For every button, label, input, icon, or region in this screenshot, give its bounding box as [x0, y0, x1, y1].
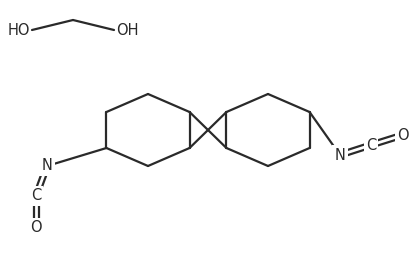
- Text: C: C: [366, 138, 376, 153]
- Text: C: C: [31, 188, 41, 203]
- Text: O: O: [397, 128, 409, 143]
- Text: HO: HO: [7, 23, 30, 38]
- Text: O: O: [30, 220, 42, 235]
- Text: OH: OH: [116, 23, 139, 38]
- Text: N: N: [42, 158, 52, 173]
- Text: N: N: [334, 148, 345, 163]
